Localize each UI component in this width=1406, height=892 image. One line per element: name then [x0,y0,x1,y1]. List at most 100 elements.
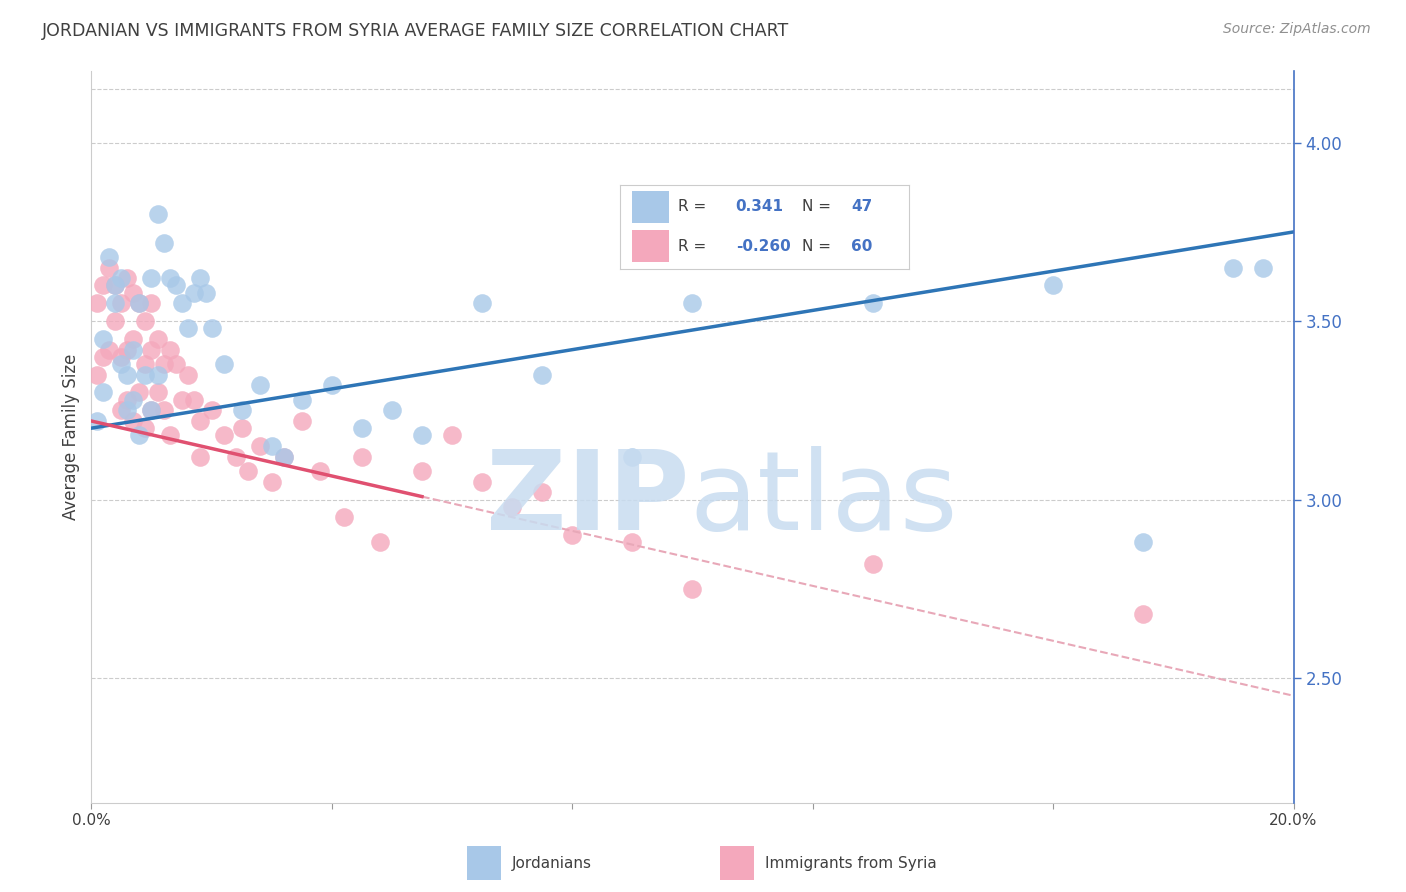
Point [141,343,163,357]
Point [93,385,115,400]
Point [122,343,145,357]
Point [146,332,169,346]
Point [128,428,150,442]
Point [159,271,181,285]
Text: R =: R = [678,239,711,253]
Text: JORDANIAN VS IMMIGRANTS FROM SYRIA AVERAGE FAMILY SIZE CORRELATION CHART: JORDANIAN VS IMMIGRANTS FROM SYRIA AVERA… [42,22,789,40]
Point [104,296,127,310]
Bar [631,191,669,223]
Point [152,357,174,371]
Point [117,343,139,357]
Text: atlas: atlas [689,446,957,553]
Point [201,321,224,335]
Point [110,357,132,371]
Point [249,378,271,392]
Point [381,403,404,417]
Point [249,439,271,453]
Point [183,285,205,300]
Point [350,450,373,464]
Point [333,510,356,524]
Point [231,421,253,435]
Point [104,278,127,293]
Point [93,350,115,364]
Point [104,278,127,293]
Point [273,450,295,464]
Bar [720,846,754,880]
Point [561,528,583,542]
Text: 0.341: 0.341 [735,199,783,214]
Point [93,278,115,293]
Point [471,475,494,489]
Point [862,296,884,310]
Point [236,464,259,478]
Point [440,428,463,442]
Point [134,314,156,328]
Point [291,414,314,428]
Point [170,296,193,310]
Point [411,428,433,442]
Point [188,450,211,464]
Text: 60: 60 [851,239,873,253]
Point [621,450,644,464]
Point [141,403,163,417]
Text: ZIP: ZIP [485,446,689,553]
Text: R =: R = [678,199,711,214]
Point [531,485,554,500]
Point [146,385,169,400]
Point [122,414,145,428]
Point [86,296,108,310]
Point [93,332,115,346]
Point [110,403,132,417]
Point [681,582,703,596]
Point [117,271,139,285]
Point [183,392,205,407]
Point [1132,607,1154,621]
Point [308,464,330,478]
Point [501,500,523,514]
Point [128,296,150,310]
Point [86,368,108,382]
Text: N =: N = [801,239,837,253]
Point [411,464,433,478]
Point [141,403,163,417]
Point [188,414,211,428]
Text: N =: N = [801,199,837,214]
Point [122,392,145,407]
Point [122,332,145,346]
Point [260,439,283,453]
Point [128,296,150,310]
Point [176,368,198,382]
Point [321,378,343,392]
Point [170,392,193,407]
Point [1042,278,1064,293]
Point [122,285,145,300]
Point [176,321,198,335]
Point [225,450,247,464]
Text: Jordanians: Jordanians [512,855,592,871]
Point [194,285,217,300]
Point [86,414,108,428]
Point [1132,535,1154,549]
Point [159,343,181,357]
Point [212,357,235,371]
Point [110,350,132,364]
Point [98,250,121,264]
Text: Immigrants from Syria: Immigrants from Syria [765,855,936,871]
Point [201,403,224,417]
Point [471,296,494,310]
Point [291,392,314,407]
Point [117,403,139,417]
Point [621,535,644,549]
Text: Source: ZipAtlas.com: Source: ZipAtlas.com [1223,22,1371,37]
Point [134,357,156,371]
Text: 47: 47 [851,199,872,214]
Point [134,421,156,435]
Y-axis label: Average Family Size: Average Family Size [62,354,80,520]
Point [141,296,163,310]
Point [146,207,169,221]
Point [98,260,121,275]
Bar [631,230,669,262]
Point [159,428,181,442]
Point [117,392,139,407]
Point [1253,260,1275,275]
